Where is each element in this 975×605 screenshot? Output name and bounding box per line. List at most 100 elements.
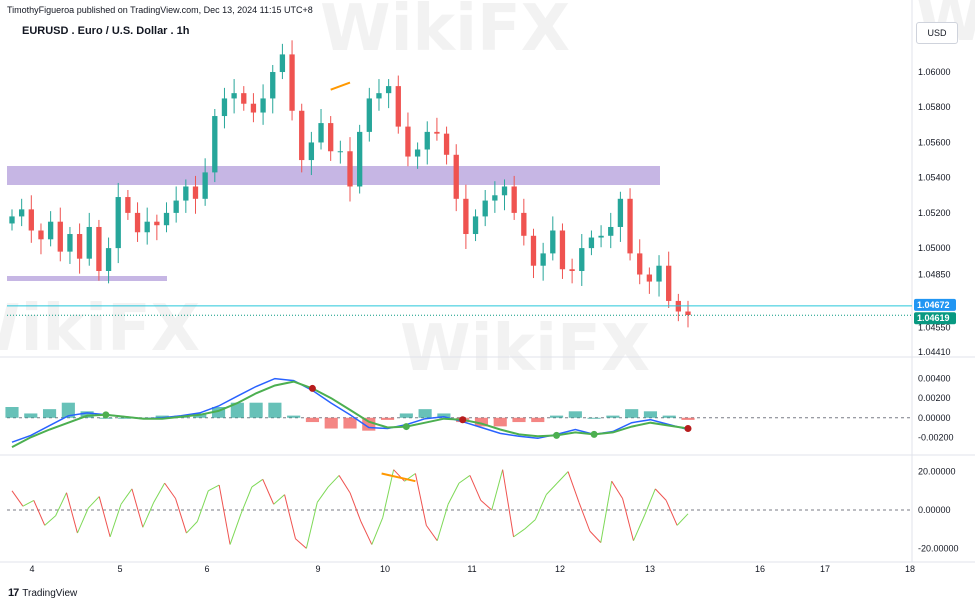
- oscillator-segment: [66, 492, 78, 534]
- macd-histogram-bar: [5, 407, 19, 418]
- time-tick-label: 18: [905, 564, 915, 574]
- macd-histogram-bar: [230, 402, 244, 418]
- candle-body: [173, 200, 179, 213]
- price-tag: 1.04672: [914, 298, 956, 311]
- candle-body: [559, 230, 566, 270]
- signal-line: [11, 380, 689, 448]
- oscillator-segment: [556, 471, 569, 484]
- candle-body: [337, 151, 343, 153]
- candle-body: [492, 195, 498, 201]
- time-tick-label: 10: [380, 564, 390, 574]
- candle-body: [588, 237, 595, 249]
- candle-body: [376, 93, 382, 99]
- candle-body: [105, 248, 112, 271]
- price-tick-label: 1.04550: [918, 322, 951, 332]
- macd-cross-marker: [553, 431, 561, 439]
- macd-histogram-bar: [343, 417, 357, 429]
- candle-body: [443, 133, 450, 155]
- price-tag-box: [914, 298, 956, 311]
- candle-body: [76, 234, 83, 259]
- oscillator-segment: [567, 471, 580, 503]
- candle-body: [666, 265, 672, 301]
- oscillator-segment: [262, 479, 275, 505]
- oscillator-segment: [153, 482, 166, 503]
- macd-histogram-bar: [568, 411, 582, 418]
- macd-histogram-bar: [587, 417, 601, 419]
- macd-histogram-bar: [625, 409, 639, 418]
- watermark: WikiFX: [400, 312, 650, 386]
- candle-body: [183, 186, 189, 201]
- price-tag-box: [914, 312, 956, 325]
- macd-histogram-bar: [268, 402, 282, 418]
- macd-histogram-bar: [418, 409, 432, 418]
- macd-cross-marker: [102, 411, 110, 419]
- oscillator-segment: [349, 492, 362, 522]
- oscillator-segment: [120, 488, 133, 505]
- candle-body: [501, 186, 508, 196]
- oscillator-segment: [11, 490, 24, 507]
- oscillator-segment: [316, 486, 329, 503]
- oscillator-segment: [196, 490, 209, 522]
- candle-body: [540, 253, 546, 266]
- oscillator-segment: [186, 521, 198, 534]
- oscillator-segment: [175, 498, 187, 534]
- candle-body: [405, 126, 411, 157]
- oscillator-segment: [436, 504, 449, 541]
- candle-body: [57, 221, 63, 252]
- candle-body: [627, 198, 633, 254]
- candle-body: [38, 230, 44, 240]
- price-tick-label: 1.04410: [918, 347, 951, 357]
- candle-body: [212, 116, 218, 173]
- oscillator-segment: [229, 513, 242, 545]
- oscillator-tick-label: -20.00000: [918, 543, 959, 553]
- macd-histogram-bar: [80, 411, 94, 418]
- price-tag-label: 1.04672: [917, 300, 950, 310]
- oscillator-segment: [633, 515, 645, 541]
- oscillator-segment: [33, 500, 46, 526]
- macd-tick-label: 0.00400: [918, 374, 951, 384]
- price-divergence-line: [330, 81, 351, 91]
- candle-body: [347, 151, 353, 187]
- candle-body: [424, 131, 430, 150]
- oscillator-segment: [142, 502, 155, 528]
- oscillator-segment: [360, 521, 373, 545]
- oscillator-segment: [534, 494, 547, 520]
- oscillator-segment: [578, 502, 591, 532]
- time-tick-label: 16: [755, 564, 765, 574]
- macd-histogram-bar: [155, 415, 169, 418]
- macd-histogram-bar: [287, 415, 301, 418]
- macd-histogram-bar: [437, 413, 451, 418]
- oscillator-segment: [251, 478, 264, 488]
- resistance-zone: [7, 166, 660, 185]
- candle-body: [154, 221, 160, 226]
- oscillator-segment: [622, 498, 634, 541]
- candle-body: [521, 212, 527, 236]
- oscillator-tick-label: 0.00000: [918, 505, 951, 515]
- oscillator-segment: [600, 481, 613, 543]
- candle-body: [482, 200, 488, 217]
- oscillator-segment: [469, 475, 482, 501]
- oscillator-segment: [665, 500, 678, 526]
- macd-histogram-bar: [305, 417, 320, 423]
- time-tick-label: 5: [117, 564, 122, 574]
- candle-body: [434, 131, 440, 134]
- candle-body: [19, 209, 25, 217]
- currency-button[interactable]: USD: [916, 22, 958, 44]
- macd-cross-marker: [590, 430, 598, 438]
- time-tick-label: 17: [820, 564, 830, 574]
- oscillator-segment: [131, 488, 144, 528]
- candle-body: [685, 311, 691, 316]
- candle-body: [366, 98, 372, 132]
- candle-body: [9, 216, 15, 224]
- price-tick-label: 1.05000: [918, 243, 951, 253]
- candle-body: [289, 54, 295, 111]
- oscillator-segment: [654, 488, 667, 501]
- oscillator-segment: [327, 475, 340, 488]
- candle-body: [279, 54, 286, 73]
- oscillator-segment: [164, 482, 176, 499]
- macd-tick-label: 0.00200: [918, 393, 951, 403]
- candle-body: [270, 72, 276, 99]
- macd-histogram-bar: [118, 417, 132, 419]
- oscillator-segment: [676, 513, 689, 526]
